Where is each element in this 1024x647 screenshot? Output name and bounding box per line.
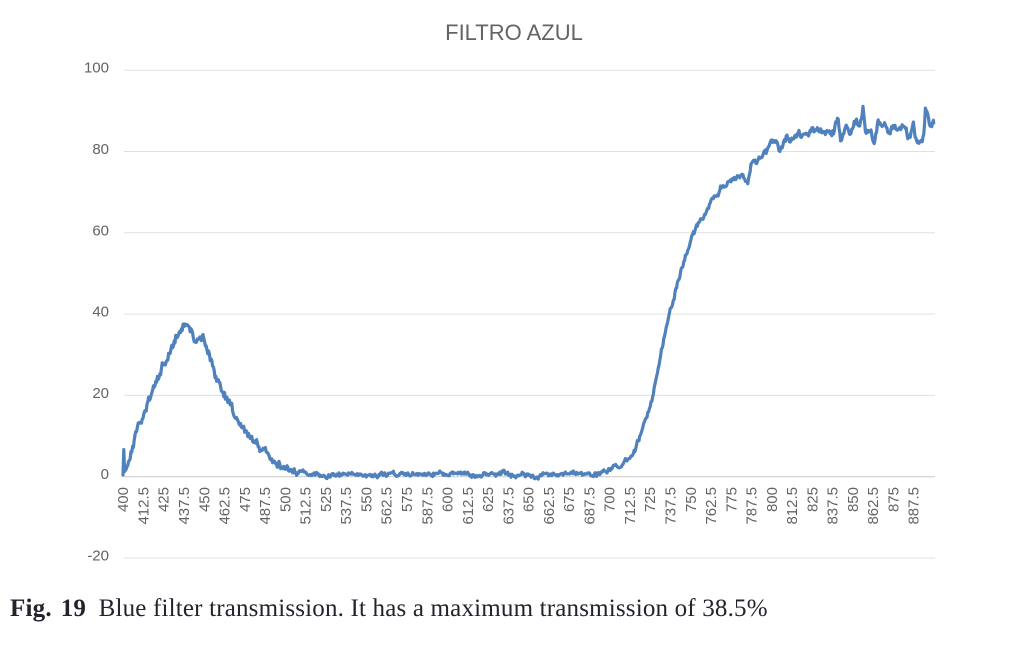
svg-text:637.5: 637.5	[500, 487, 517, 525]
svg-text:60: 60	[92, 222, 109, 239]
svg-text:737.5: 737.5	[663, 487, 680, 525]
svg-text:512.5: 512.5	[298, 487, 315, 525]
svg-text:487.5: 487.5	[257, 487, 274, 525]
svg-text:612.5: 612.5	[460, 487, 477, 525]
svg-text:862.5: 862.5	[865, 487, 882, 525]
svg-text:887.5: 887.5	[906, 487, 923, 525]
svg-text:812.5: 812.5	[784, 487, 801, 525]
svg-text:437.5: 437.5	[176, 487, 193, 525]
svg-text:550: 550	[358, 487, 375, 512]
svg-text:675: 675	[561, 487, 578, 512]
svg-text:425: 425	[156, 487, 173, 512]
svg-text:850: 850	[845, 487, 862, 512]
svg-text:787.5: 787.5	[744, 487, 761, 525]
svg-text:-20: -20	[87, 548, 109, 565]
svg-text:537.5: 537.5	[338, 487, 355, 525]
svg-text:20: 20	[92, 385, 109, 402]
svg-text:400: 400	[115, 487, 132, 512]
svg-text:662.5: 662.5	[541, 487, 558, 525]
svg-text:100: 100	[84, 60, 109, 77]
svg-text:700: 700	[602, 487, 619, 512]
svg-text:475: 475	[237, 487, 254, 512]
svg-text:462.5: 462.5	[217, 487, 234, 525]
svg-text:875: 875	[886, 487, 903, 512]
svg-text:0: 0	[101, 466, 109, 483]
svg-text:525: 525	[318, 487, 335, 512]
svg-text:750: 750	[683, 487, 700, 512]
svg-text:775: 775	[723, 487, 740, 512]
svg-text:625: 625	[480, 487, 497, 512]
svg-text:687.5: 687.5	[581, 487, 598, 525]
svg-text:40: 40	[92, 304, 109, 321]
svg-text:825: 825	[804, 487, 821, 512]
svg-text:600: 600	[440, 487, 457, 512]
svg-text:412.5: 412.5	[136, 487, 153, 525]
svg-text:800: 800	[764, 487, 781, 512]
svg-text:587.5: 587.5	[419, 487, 436, 525]
svg-text:80: 80	[92, 141, 109, 158]
svg-text:450: 450	[196, 487, 213, 512]
svg-text:712.5: 712.5	[622, 487, 639, 525]
svg-text:837.5: 837.5	[825, 487, 842, 525]
svg-text:562.5: 562.5	[379, 487, 396, 525]
svg-text:650: 650	[521, 487, 538, 512]
svg-text:762.5: 762.5	[703, 487, 720, 525]
svg-text:725: 725	[642, 487, 659, 512]
svg-text:500: 500	[277, 487, 294, 512]
svg-text:575: 575	[399, 487, 416, 512]
